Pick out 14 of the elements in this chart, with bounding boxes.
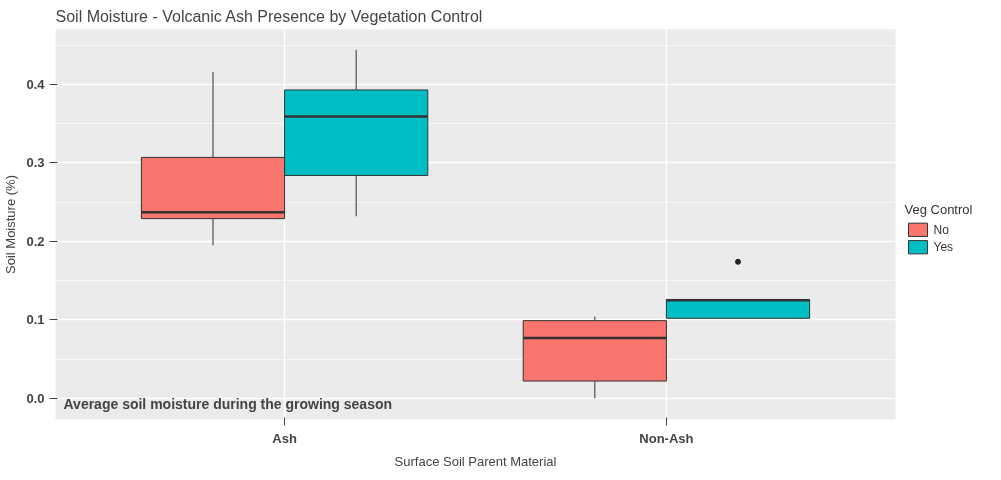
x-tick-label: Ash xyxy=(272,430,297,446)
x-axis-title: Surface Soil Parent Material xyxy=(394,453,557,469)
legend-label: No xyxy=(933,222,950,237)
chart-title: Soil Moisture - Volcanic Ash Presence by Vegetation Control xyxy=(55,7,483,25)
x-tick-label: Non-Ash xyxy=(639,430,694,446)
y-axis-title: Soil Moisture (%) xyxy=(3,175,19,274)
annotation: Average soil moisture during the growing season xyxy=(63,395,393,412)
legend-title: Veg Control xyxy=(904,202,973,218)
y-tick-label: 0.2 xyxy=(26,233,45,249)
y-tick-label: 0.3 xyxy=(26,155,45,171)
y-tick-label: 0.1 xyxy=(26,312,45,328)
legend-label: Yes xyxy=(933,240,954,255)
y-tick-label: 0.0 xyxy=(26,390,45,406)
y-tick-label: 0.4 xyxy=(26,76,46,92)
